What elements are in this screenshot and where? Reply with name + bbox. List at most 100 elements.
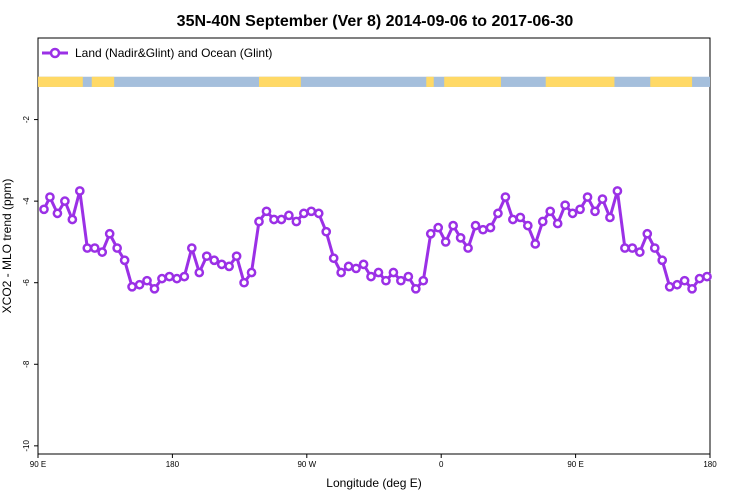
legend-label: Land (Nadir&Glint) and Ocean (Glint) [75, 46, 272, 60]
data-point [612, 186, 623, 196]
x-tick-label: 0 [439, 460, 444, 469]
data-point [381, 275, 391, 286]
land-segment [650, 76, 693, 87]
data-point [493, 208, 503, 219]
data-point [149, 283, 160, 294]
data-point [142, 275, 152, 286]
data-point [179, 271, 190, 282]
land-segment [38, 76, 83, 87]
y-tick-label: -4 [22, 197, 31, 205]
x-tick-label: 180 [166, 460, 180, 469]
data-point [119, 255, 130, 266]
data-point [702, 271, 712, 282]
data-point [97, 247, 108, 257]
data-point [642, 228, 653, 239]
data-point [567, 208, 578, 219]
data-point [455, 232, 466, 243]
data-point [478, 224, 488, 235]
data-point [694, 273, 705, 284]
data-point [254, 216, 264, 227]
data-point [373, 267, 384, 278]
data-point [201, 251, 212, 262]
data-point [545, 206, 556, 217]
data-point [231, 251, 242, 262]
x-tick-label: 90 E [30, 460, 46, 469]
data-point [328, 253, 339, 264]
x-tick-label: 90 W [297, 460, 316, 469]
data-point [104, 228, 115, 239]
data-point [74, 186, 85, 196]
data-point [425, 228, 436, 239]
data-point [433, 222, 444, 233]
land-segment [426, 76, 434, 87]
data-point [605, 212, 615, 223]
data-point [530, 239, 541, 249]
y-tick-label: -8 [22, 360, 31, 368]
series-layer [39, 186, 712, 294]
data-point [448, 220, 458, 231]
data-point [321, 226, 332, 237]
data-point [649, 243, 660, 253]
data-point [276, 214, 287, 225]
data-point [134, 279, 145, 290]
ocean-band [38, 76, 710, 87]
data-point [172, 273, 182, 284]
data-point [500, 192, 511, 202]
data-point [127, 281, 137, 292]
land-ocean-strip [38, 76, 710, 87]
data-point [224, 261, 234, 272]
data-point [515, 212, 526, 223]
y-tick-label: -2 [22, 115, 31, 123]
data-point [679, 275, 690, 286]
data-point [657, 255, 668, 266]
data-point [672, 279, 682, 290]
y-tick-label: -10 [22, 440, 31, 452]
data-point [463, 243, 473, 253]
data-point [313, 208, 324, 219]
data-point [343, 261, 354, 272]
data-point [351, 263, 361, 274]
data-point [52, 208, 63, 219]
data-point [284, 210, 294, 221]
data-point [358, 259, 369, 270]
data-point [336, 267, 346, 278]
data-point [590, 206, 600, 217]
data-point [112, 243, 122, 253]
y-axis: -2 -4 -6 -8 -10 [22, 115, 38, 452]
data-point [664, 281, 675, 292]
data-point [403, 271, 414, 282]
data-point [470, 220, 481, 231]
data-point [60, 196, 70, 206]
land-segment [259, 76, 301, 87]
data-point [246, 267, 257, 278]
data-point [627, 243, 638, 253]
data-point [634, 247, 645, 257]
data-point [157, 273, 167, 284]
data-point [269, 214, 279, 225]
x-axis: 90 E 180 90 W 0 90 E 180 [30, 454, 717, 469]
x-axis-label: Longitude (deg E) [326, 476, 421, 490]
land-segment [91, 76, 115, 87]
data-point [410, 283, 421, 294]
data-point [597, 194, 608, 204]
data-point [508, 214, 518, 225]
data-point [45, 192, 55, 202]
data-point [388, 267, 399, 278]
data-point [164, 271, 175, 282]
data-point [552, 218, 563, 229]
data-point [89, 243, 100, 253]
data-point [620, 243, 630, 253]
land-segment [444, 76, 501, 87]
data-point [522, 220, 533, 231]
data-point [186, 243, 197, 253]
plot-frame [37, 37, 711, 455]
data-point [298, 208, 309, 219]
data-point [366, 271, 376, 282]
y-tick-label: -6 [22, 279, 31, 287]
data-point [575, 204, 585, 215]
data-point [261, 206, 272, 217]
data-point [306, 206, 317, 217]
data-point [39, 204, 49, 215]
data-point [194, 267, 205, 278]
